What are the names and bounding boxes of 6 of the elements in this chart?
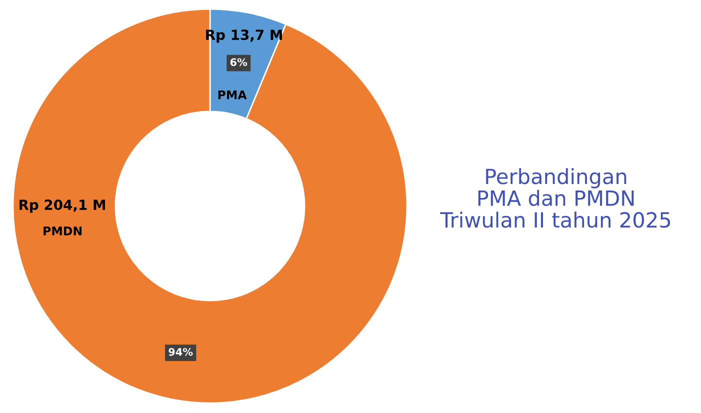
text: 94%: [168, 348, 193, 356]
slice-label: PMDN: [44, 226, 82, 236]
slice-label: PMA: [218, 90, 247, 100]
data-label: Rp 204,1 M: [19, 200, 105, 213]
text: Perbandingan PMA dan PMDN Triwulan II tahun 2025: [440, 168, 670, 228]
text: 6%: [230, 58, 248, 66]
